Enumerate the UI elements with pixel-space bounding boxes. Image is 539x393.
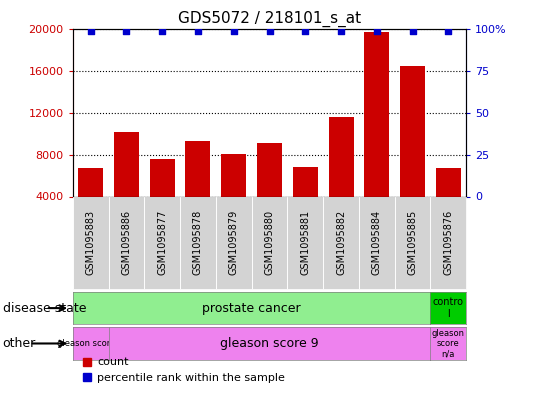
Bar: [293, 167, 318, 238]
Text: gleason
score
n/a: gleason score n/a: [432, 329, 465, 358]
FancyBboxPatch shape: [73, 196, 108, 289]
Text: GSM1095876: GSM1095876: [444, 210, 453, 275]
FancyBboxPatch shape: [252, 196, 287, 289]
FancyBboxPatch shape: [431, 196, 466, 289]
Text: contro
l: contro l: [433, 298, 464, 319]
Bar: [400, 66, 425, 238]
Text: disease state: disease state: [3, 301, 86, 315]
Point: [194, 28, 202, 34]
FancyBboxPatch shape: [108, 196, 144, 289]
Point: [158, 28, 167, 34]
Text: GSM1095879: GSM1095879: [229, 210, 239, 275]
Bar: [257, 143, 282, 238]
Bar: [78, 168, 103, 238]
Bar: [221, 154, 246, 238]
Point: [408, 28, 417, 34]
FancyBboxPatch shape: [359, 196, 395, 289]
FancyBboxPatch shape: [323, 196, 359, 289]
Text: other: other: [3, 337, 36, 350]
Text: GSM1095883: GSM1095883: [86, 210, 95, 275]
Bar: [364, 31, 389, 238]
Point: [86, 28, 95, 34]
Point: [444, 28, 453, 34]
Point: [372, 28, 381, 34]
Text: GSM1095884: GSM1095884: [372, 210, 382, 275]
FancyBboxPatch shape: [395, 196, 431, 289]
Text: GSM1095885: GSM1095885: [407, 210, 418, 275]
Bar: [185, 141, 211, 238]
Text: GSM1095886: GSM1095886: [121, 210, 132, 275]
FancyBboxPatch shape: [144, 196, 180, 289]
Point: [265, 28, 274, 34]
Bar: [436, 168, 461, 238]
Point: [337, 28, 345, 34]
FancyBboxPatch shape: [287, 196, 323, 289]
Text: GSM1095878: GSM1095878: [193, 210, 203, 275]
Text: GSM1095880: GSM1095880: [265, 210, 274, 275]
FancyBboxPatch shape: [216, 196, 252, 289]
Bar: [329, 117, 354, 238]
Point: [301, 28, 309, 34]
Bar: [150, 159, 175, 238]
Legend: count, percentile rank within the sample: count, percentile rank within the sample: [78, 353, 289, 387]
Text: GSM1095877: GSM1095877: [157, 210, 167, 275]
Text: GSM1095881: GSM1095881: [300, 210, 310, 275]
Point: [230, 28, 238, 34]
Text: GSM1095882: GSM1095882: [336, 210, 346, 275]
FancyBboxPatch shape: [180, 196, 216, 289]
Text: prostate cancer: prostate cancer: [202, 301, 301, 315]
Point: [122, 28, 131, 34]
Title: GDS5072 / 218101_s_at: GDS5072 / 218101_s_at: [178, 11, 361, 27]
Bar: [114, 132, 139, 238]
Text: gleason score 9: gleason score 9: [220, 337, 319, 350]
Text: gleason score 8: gleason score 8: [58, 339, 124, 348]
